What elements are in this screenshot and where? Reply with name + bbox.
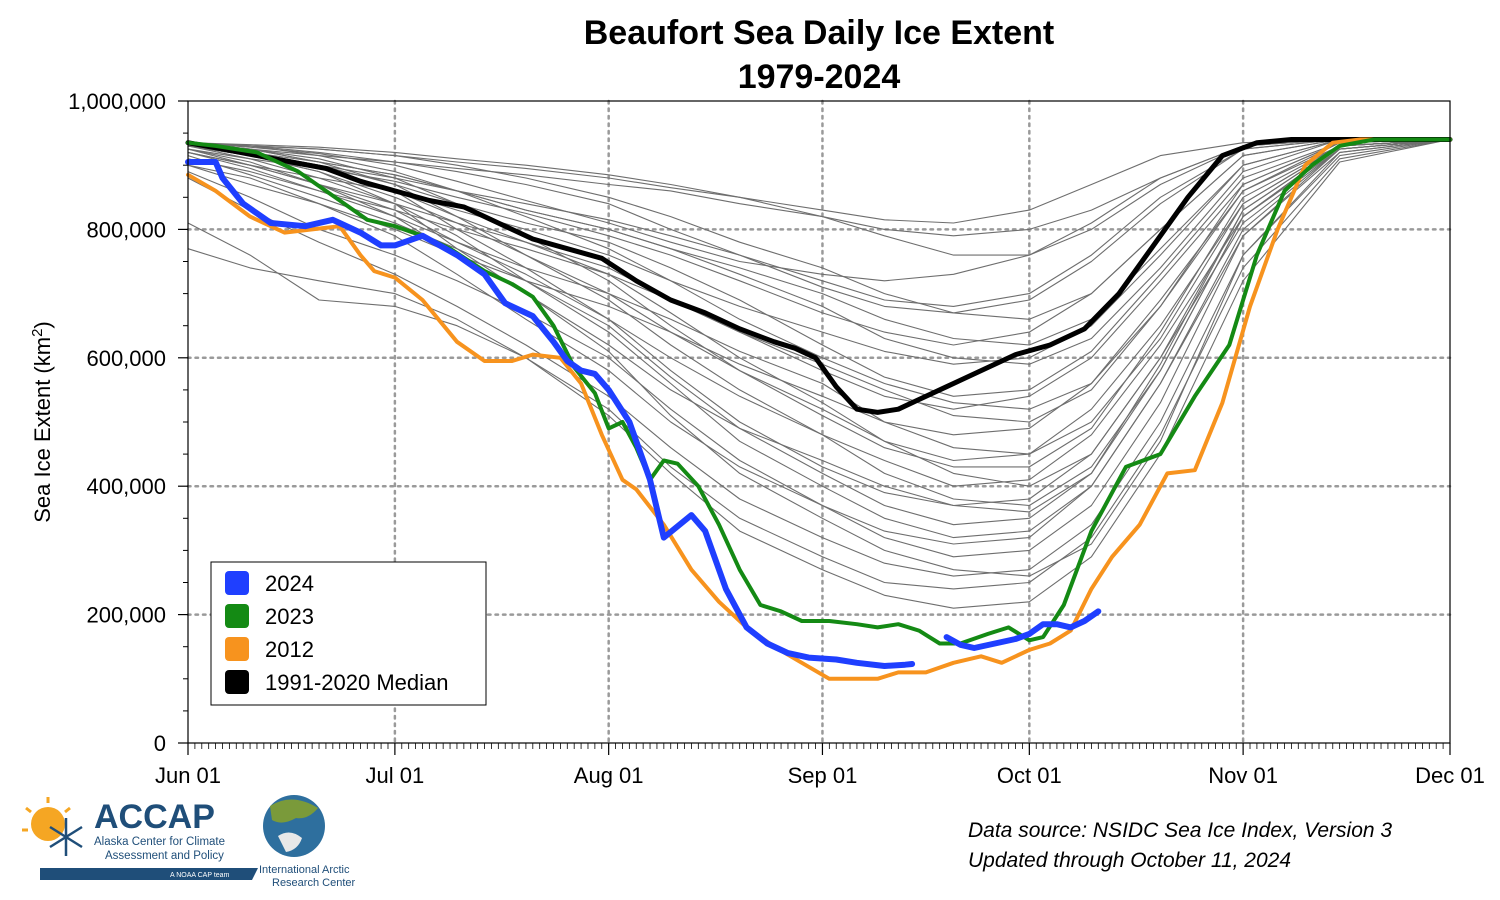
historical-year-line <box>187 138 1451 468</box>
historical-year-line <box>187 138 1451 526</box>
series-line-2024 <box>943 608 1102 651</box>
legend-label: 2012 <box>265 637 314 662</box>
accap-badge <box>40 868 258 880</box>
historical-year-line <box>187 138 1451 609</box>
legend-swatch <box>225 604 249 628</box>
x-tick-label: Aug 01 <box>574 763 644 788</box>
y-tick-label: 800,000 <box>86 217 166 242</box>
historical-year-line <box>187 138 1451 513</box>
series-line-1991-2020-median <box>185 137 1453 415</box>
historical-year-line <box>187 138 1451 410</box>
series-line-2024 <box>185 159 916 669</box>
x-tick-label: Jul 01 <box>366 763 425 788</box>
y-axis-label-main: Sea Ice Extent (km <box>30 337 55 523</box>
x-tick-label: Sep 01 <box>788 763 858 788</box>
historical-year-lines <box>187 138 1451 609</box>
historical-year-line <box>187 138 1451 455</box>
update-note: Updated through October 11, 2024 <box>968 849 1291 872</box>
y-axis-label-superscript: 2 <box>29 329 46 337</box>
accap-logo: ACCAP Alaska Center for Climate Assessme… <box>22 797 258 880</box>
sun-rays-icon <box>22 797 71 832</box>
accap-wordmark: ACCAP <box>94 798 215 836</box>
historical-year-line <box>187 138 1451 558</box>
historical-year-line <box>187 138 1450 282</box>
iarc-name-2: Research Center <box>272 877 355 889</box>
x-tick-label: Jun 01 <box>155 763 221 788</box>
axes: 0 200,000 400,000 600,000 800,000 1,000,000 Ju… <box>68 89 1485 788</box>
historical-year-line <box>187 138 1451 577</box>
chart-title: Beaufort Sea Daily Ice Extent <box>584 14 1055 52</box>
historical-year-line <box>187 138 1451 545</box>
legend: 2024 2023 2012 1991-2020 Median <box>210 561 487 706</box>
snowflake-icon <box>49 818 83 856</box>
accap-tagline-1: Alaska Center for Climate <box>94 836 225 848</box>
y-tick-label: 1,000,000 <box>68 89 166 114</box>
historical-year-line <box>187 138 1450 314</box>
legend-swatch <box>225 571 249 595</box>
legend-label: 2024 <box>265 571 314 596</box>
historical-year-line <box>187 138 1451 410</box>
historical-year-line <box>187 138 1451 462</box>
y-tick-label: 400,000 <box>86 474 166 499</box>
historical-year-line <box>187 138 1451 487</box>
historical-year-line <box>187 138 1451 507</box>
accap-badge-text: A NOAA CAP team <box>170 872 230 879</box>
y-tick-label: 0 <box>154 731 166 756</box>
x-tick-label: Dec 01 <box>1415 763 1485 788</box>
iarc-name-1: International Arctic <box>259 864 350 876</box>
y-axis-label-close: ) <box>30 321 55 328</box>
legend-swatch <box>225 670 249 694</box>
historical-year-line <box>187 138 1451 507</box>
x-tick-label: Nov 01 <box>1208 763 1278 788</box>
legend-swatch <box>225 637 249 661</box>
series-line-2012 <box>186 137 1452 681</box>
legend-label: 1991-2020 Median <box>265 670 448 695</box>
x-tick-label: Oct 01 <box>997 763 1062 788</box>
accap-tagline-2: Assessment and Policy <box>105 850 224 862</box>
historical-year-line <box>187 138 1450 256</box>
y-tick-label: 600,000 <box>86 346 166 371</box>
historical-year-line <box>187 138 1450 365</box>
historical-year-line <box>187 138 1451 423</box>
legend-box <box>210 561 487 706</box>
data-source-note: Data source: NSIDC Sea Ice Index, Versio… <box>968 819 1392 842</box>
historical-year-line <box>187 138 1451 577</box>
y-tick-label: 200,000 <box>86 603 166 628</box>
legend-label: 2023 <box>265 604 314 629</box>
sun-icon <box>31 807 65 841</box>
highlighted-series-lines <box>185 137 1453 681</box>
chart-subtitle: 1979-2024 <box>738 58 901 96</box>
historical-year-line <box>187 138 1451 590</box>
historical-year-line <box>187 138 1451 539</box>
iarc-logo: International Arctic Research Center <box>259 795 355 889</box>
y-axis-label: Sea Ice Extent (km2) <box>29 321 55 523</box>
